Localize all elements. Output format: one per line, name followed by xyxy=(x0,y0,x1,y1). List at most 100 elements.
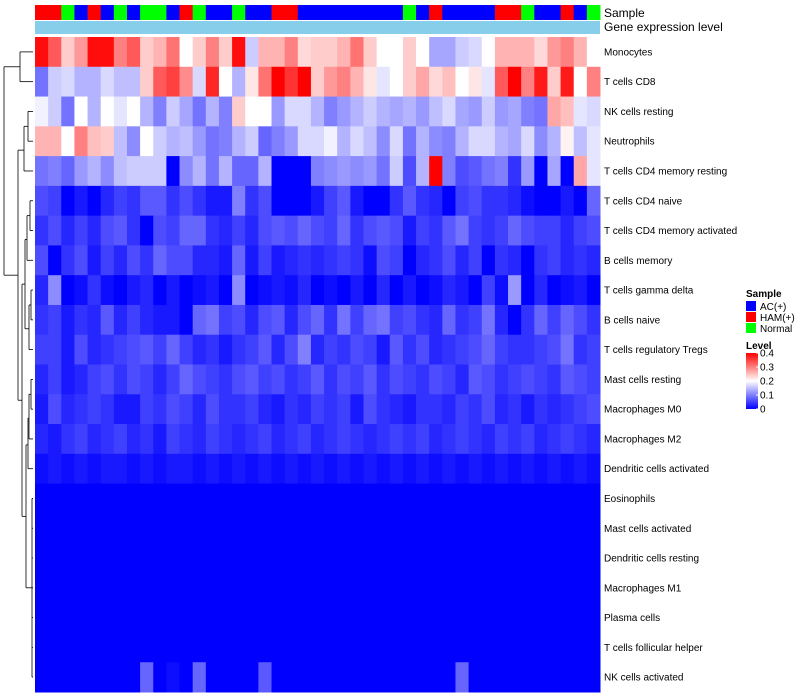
heatmap-cell xyxy=(337,394,351,425)
heatmap-cell xyxy=(48,185,62,217)
heatmap-cell xyxy=(521,245,535,276)
heatmap-cell xyxy=(205,96,220,127)
heatmap-cell xyxy=(429,156,443,187)
heatmap-cell xyxy=(205,245,220,276)
heatmap-cell xyxy=(534,364,548,395)
heatmap-cell xyxy=(416,602,430,633)
heatmap-cell xyxy=(61,66,75,98)
heatmap-cell xyxy=(100,662,115,693)
heatmap-cell xyxy=(192,215,207,246)
sample-track-cell xyxy=(87,5,102,20)
sample-track-cell xyxy=(113,5,128,20)
sample-legend-label: Normal xyxy=(760,324,792,335)
heatmap-cell xyxy=(494,66,509,98)
heatmap-cell xyxy=(521,394,535,425)
heatmap-cell xyxy=(166,275,181,306)
heatmap-cell xyxy=(481,394,496,425)
heatmap-cell xyxy=(284,66,299,98)
heatmap-cell xyxy=(48,126,62,157)
heatmap-cell xyxy=(61,453,75,485)
heatmap-cell xyxy=(126,602,141,633)
heatmap-cell xyxy=(442,96,456,127)
heatmap-cell xyxy=(61,126,75,157)
heatmap-cell xyxy=(205,364,220,395)
heatmap-cell xyxy=(494,394,509,425)
gene-expression-track-label: Gene expression level xyxy=(604,20,723,34)
heatmap-cell xyxy=(363,632,378,663)
row-label: NK cells resting xyxy=(604,107,673,118)
heatmap-cell xyxy=(350,394,364,425)
heatmap-cell xyxy=(87,662,102,693)
heatmap-cell xyxy=(455,662,470,693)
heatmap-cell xyxy=(586,424,601,455)
heatmap-cell xyxy=(218,156,233,187)
heatmap-cell xyxy=(310,215,325,246)
heatmap-cell xyxy=(402,304,417,336)
heatmap-cell xyxy=(494,364,509,395)
heatmap-cell xyxy=(337,304,351,336)
heatmap-cell xyxy=(140,543,154,574)
heatmap-cell xyxy=(271,572,286,604)
heatmap-cell xyxy=(363,215,378,246)
heatmap-cell xyxy=(153,364,167,395)
heatmap-cell xyxy=(494,245,509,276)
heatmap-cell xyxy=(100,185,115,217)
heatmap-cell xyxy=(494,572,509,604)
heatmap-cell xyxy=(100,156,115,187)
heatmap-cell xyxy=(74,304,89,336)
heatmap-cell xyxy=(245,602,259,633)
heatmap-cell xyxy=(297,543,312,574)
heatmap-cell xyxy=(547,156,562,187)
heatmap-cell xyxy=(126,364,141,395)
heatmap-cell xyxy=(35,602,49,633)
sample-legend-title: Sample xyxy=(746,289,782,300)
heatmap-cell xyxy=(521,275,535,306)
heatmap-cell xyxy=(310,602,325,633)
heatmap-cell xyxy=(376,185,391,217)
heatmap-cell xyxy=(271,334,286,365)
heatmap-cell xyxy=(35,275,49,306)
heatmap-cell xyxy=(153,275,167,306)
heatmap-cell xyxy=(402,185,417,217)
heatmap-cell xyxy=(310,245,325,276)
sample-track-cell xyxy=(429,5,443,20)
heatmap-cell xyxy=(100,513,115,544)
heatmap-cell xyxy=(573,483,588,514)
heatmap-cell xyxy=(508,185,522,217)
heatmap-cell xyxy=(48,424,62,455)
heatmap-cell xyxy=(586,632,601,663)
heatmap-cell xyxy=(534,185,548,217)
heatmap-cell xyxy=(416,156,430,187)
heatmap-cell xyxy=(284,543,299,574)
heatmap-cell xyxy=(429,37,443,68)
heatmap-cell xyxy=(74,483,89,514)
heatmap-cell xyxy=(205,394,220,425)
heatmap-cell xyxy=(481,662,496,693)
heatmap-cell xyxy=(232,275,246,306)
level-tick-label: 0.3 xyxy=(760,363,774,374)
heatmap-cell xyxy=(100,632,115,663)
heatmap-cell xyxy=(140,304,154,336)
heatmap-cell xyxy=(258,424,273,455)
heatmap-cell xyxy=(389,572,404,604)
heatmap-cell xyxy=(376,543,391,574)
heatmap-cell xyxy=(310,483,325,514)
heatmap-cell xyxy=(74,662,89,693)
heatmap-cell xyxy=(48,662,62,693)
heatmap-cell xyxy=(218,602,233,633)
heatmap-cell xyxy=(179,513,194,544)
heatmap-cell xyxy=(205,424,220,455)
heatmap-cell xyxy=(468,66,483,98)
heatmap-cell xyxy=(534,453,548,485)
heatmap-cell xyxy=(284,632,299,663)
heatmap-cell xyxy=(389,394,404,425)
heatmap-cell xyxy=(481,602,496,633)
heatmap-cell xyxy=(245,37,259,68)
heatmap-cell xyxy=(218,424,233,455)
heatmap-cell xyxy=(560,156,575,187)
heatmap-cell xyxy=(586,602,601,633)
heatmap-cell xyxy=(429,66,443,98)
heatmap-cell xyxy=(376,632,391,663)
heatmap-cell xyxy=(573,572,588,604)
heatmap-cell xyxy=(179,185,194,217)
